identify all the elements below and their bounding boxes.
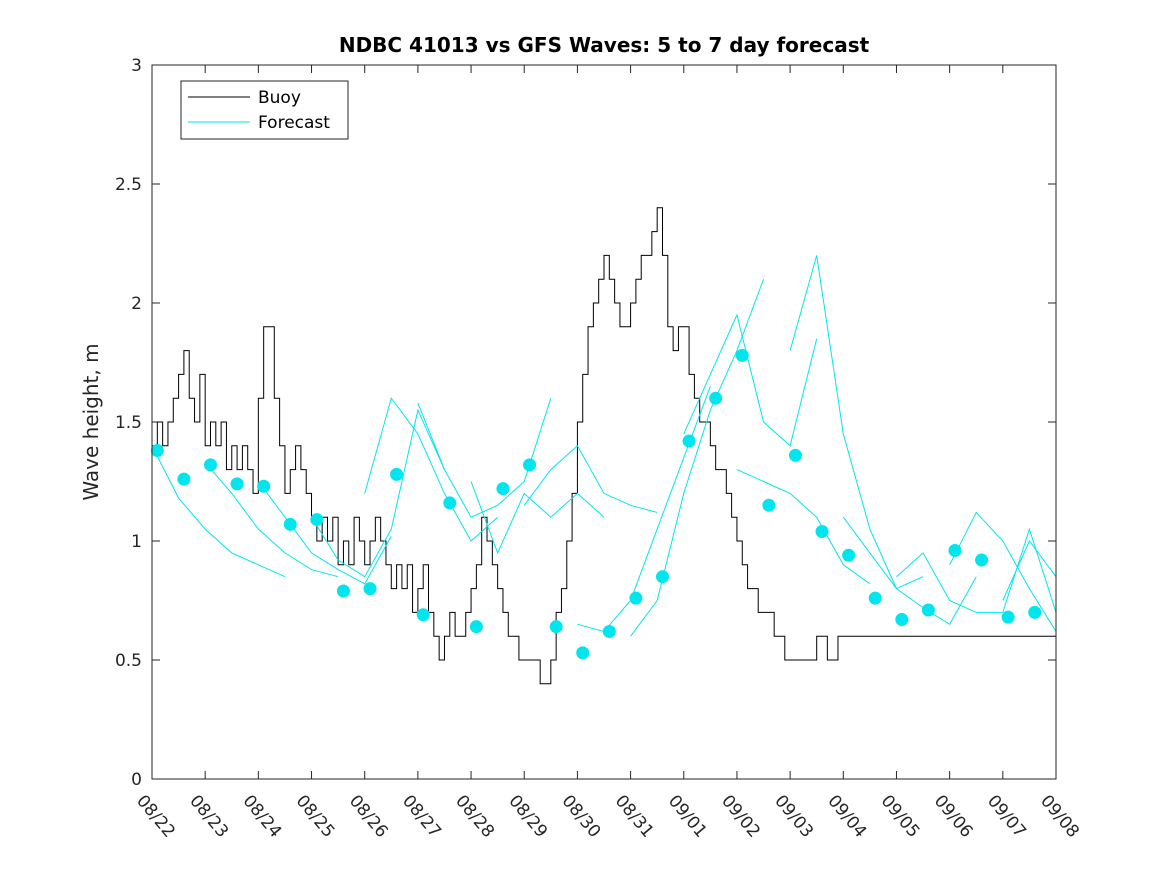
forecast-marker — [921, 603, 935, 617]
forecast-marker — [602, 624, 616, 638]
forecast-series-line — [683, 313, 818, 447]
forecast-marker — [948, 544, 962, 558]
forecast-series-line — [470, 481, 605, 555]
forecast-marker — [150, 444, 164, 458]
y-tick-label: 1 — [131, 532, 142, 552]
forecast-marker — [735, 348, 749, 362]
forecast-marker — [549, 620, 563, 634]
forecast-series-line — [523, 445, 658, 513]
forecast-marker — [682, 434, 696, 448]
forecast-marker — [576, 646, 590, 660]
y-tick-label: 0.5 — [115, 651, 142, 671]
forecast-series-line — [204, 462, 339, 578]
forecast-marker — [310, 513, 324, 527]
forecast-markers — [150, 348, 1042, 660]
forecast-marker — [895, 613, 909, 627]
forecast-marker — [655, 570, 669, 584]
forecast-marker — [523, 458, 537, 472]
forecast-marker — [257, 479, 271, 493]
buoy-series-line — [152, 207, 1056, 685]
forecast-marker — [788, 448, 802, 462]
forecast-series-line — [257, 481, 392, 585]
forecast-marker — [203, 458, 217, 472]
y-tick-label: 3 — [131, 56, 142, 76]
forecast-series-line — [630, 279, 764, 637]
forecast-marker — [496, 482, 510, 496]
chart-title: NDBC 41013 vs GFS Waves: 5 to 7 day fore… — [339, 33, 870, 57]
forecast-marker — [1028, 605, 1042, 619]
forecast-series-line — [151, 445, 286, 578]
legend-buoy-label: Buoy — [258, 88, 301, 108]
plot-area-frame — [151, 64, 1057, 780]
forecast-marker — [230, 477, 244, 491]
y-tick-labels: 0 0.5 1 1.5 2 2.5 3 — [115, 56, 142, 790]
forecast-marker — [709, 391, 723, 405]
forecast-marker — [336, 584, 350, 598]
y-tick-label: 0 — [131, 770, 142, 790]
y-tick-label: 1.5 — [115, 413, 142, 433]
forecast-series-line — [949, 511, 1057, 632]
forecast-series-line — [896, 527, 1057, 613]
forecast-marker — [363, 582, 377, 596]
forecast-marker — [815, 524, 829, 538]
forecast-marker — [283, 517, 297, 531]
forecast-marker — [390, 467, 404, 481]
forecast-marker — [842, 548, 856, 562]
forecast-marker — [469, 620, 483, 634]
forecast-series-line — [736, 469, 871, 585]
forecast-marker — [762, 498, 776, 512]
forecast-marker — [1001, 610, 1015, 624]
legend: Buoy Forecast — [180, 80, 349, 140]
y-axis-label: Wave height, m — [79, 343, 103, 500]
forecast-marker — [416, 608, 430, 622]
forecast-series-line — [1002, 540, 1057, 601]
plot-lines — [151, 207, 1057, 685]
forecast-marker — [177, 472, 191, 486]
forecast-marker — [975, 553, 989, 567]
y-tick-label: 2.5 — [115, 175, 142, 195]
forecast-series-line — [842, 516, 977, 626]
forecast-marker — [443, 496, 457, 510]
forecast-series-line — [311, 408, 445, 578]
forecast-marker — [629, 591, 643, 605]
legend-box — [180, 80, 349, 140]
forecast-series-line — [364, 397, 498, 542]
y-tick-label: 2 — [131, 294, 142, 314]
forecast-series-line — [789, 255, 924, 590]
legend-forecast-label: Forecast — [258, 113, 330, 133]
forecast-marker — [868, 591, 882, 605]
